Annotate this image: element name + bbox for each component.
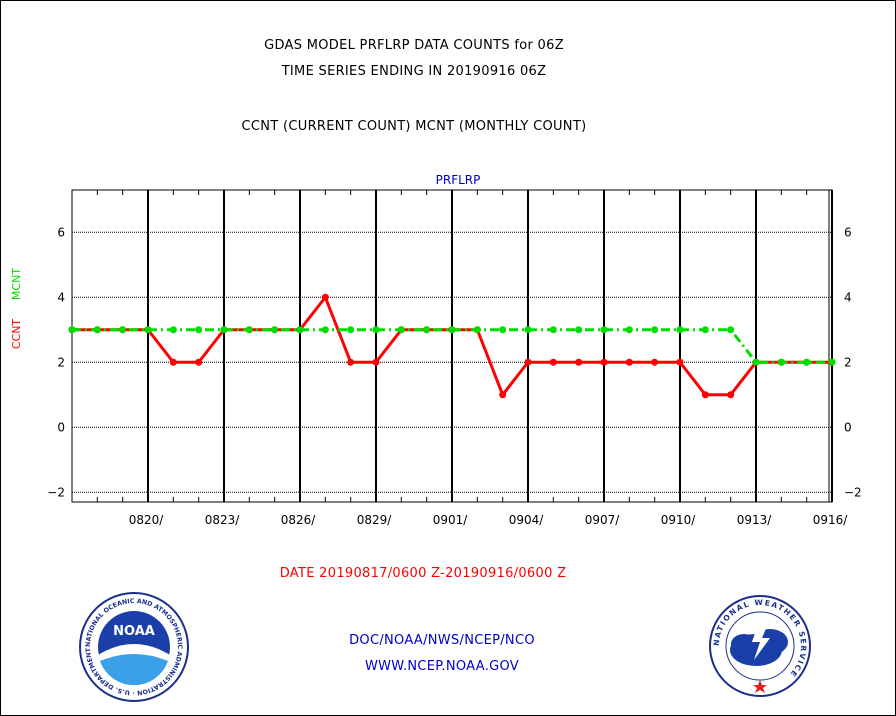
chart-title: PRFLRP [436,173,481,187]
y-tick-label-right: 0 [844,420,852,434]
chart-header-line2: TIME SERIES ENDING IN 20190916 06Z [281,64,547,79]
data-point-mcnt [575,326,583,334]
data-point-mcnt [195,326,203,334]
data-point-mcnt [499,326,507,334]
data-point-mcnt [68,326,76,334]
data-point-ccnt [549,358,557,366]
data-point-ccnt [651,358,659,366]
data-point-mcnt [701,326,709,334]
data-point-ccnt [625,358,633,366]
data-point-mcnt [803,358,811,366]
data-point-mcnt [93,326,101,334]
data-point-mcnt [296,326,304,334]
data-point-mcnt [625,326,633,334]
data-point-mcnt [473,326,481,334]
y-tick-label-left: 4 [57,290,65,304]
data-point-ccnt [600,358,608,366]
data-point-mcnt [676,326,684,334]
org-label: DOC/NOAA/NWS/NCEP/NCO [349,633,535,648]
data-point-ccnt [321,293,329,301]
y-tick-label-right: −2 [844,485,862,499]
data-point-mcnt [600,326,608,334]
data-point-mcnt [169,326,177,334]
data-point-ccnt [701,391,709,399]
data-point-mcnt [397,326,405,334]
x-tick-label: 0907/ [585,513,621,527]
date-range-label: DATE 20190817/0600 Z-20190916/0600 Z [279,566,567,581]
x-tick-label: 0823/ [205,513,241,527]
data-point-ccnt [727,391,735,399]
data-point-mcnt [727,326,735,334]
chart-header-line1: GDAS MODEL PRFLRP DATA COUNTS for 06Z [264,38,564,53]
data-point-ccnt [575,358,583,366]
x-tick-label: 0820/ [129,513,165,527]
x-tick-label: 0904/ [509,513,545,527]
data-point-mcnt [423,326,431,334]
data-point-ccnt [195,358,203,366]
nws-logo: NATIONAL WEATHER SERVICE [709,595,811,697]
url-link[interactable]: WWW.NCEP.NOAA.GOV [364,659,520,674]
y-tick-label-left: −2 [47,485,65,499]
x-tick-label: 0829/ [357,513,393,527]
x-tick-label: 0913/ [737,513,773,527]
chart-header-line3: CCNT (CURRENT COUNT) MCNT (MONTHLY COUNT… [241,119,587,134]
data-point-mcnt [752,358,760,366]
y-axis-label-mcnt: MCNT [10,268,23,300]
y-tick-label-left: 6 [57,225,65,239]
data-point-mcnt [524,326,532,334]
y-tick-label-left: 0 [57,420,65,434]
y-tick-label-right: 6 [844,225,852,239]
x-tick-label: 0826/ [281,513,317,527]
data-point-ccnt [524,358,532,366]
data-point-mcnt [651,326,659,334]
data-point-mcnt [372,326,380,334]
data-point-ccnt [372,358,380,366]
data-point-mcnt [448,326,456,334]
data-point-ccnt [499,391,507,399]
data-point-mcnt [245,326,253,334]
data-point-mcnt [220,326,228,334]
data-point-ccnt [676,358,684,366]
noaa-logo-text: NOAA [113,624,155,639]
x-tick-label: 0901/ [433,513,469,527]
data-point-ccnt [347,358,355,366]
y-tick-label-right: 4 [844,290,852,304]
x-tick-label: 0916/ [813,513,849,527]
data-point-mcnt [828,358,836,366]
y-tick-label-right: 2 [844,355,852,369]
data-point-ccnt [169,358,177,366]
data-point-mcnt [777,358,785,366]
y-axis-label-ccnt: CCNT [10,319,23,350]
x-tick-label: 0910/ [661,513,697,527]
y-tick-label-left: 2 [57,355,65,369]
data-point-mcnt [119,326,127,334]
noaa-logo: NOAA NATIONAL OCEANIC AND ATMOSPHERIC AD… [78,591,189,702]
data-point-mcnt [144,326,152,334]
data-point-mcnt [321,326,329,334]
data-point-mcnt [271,326,279,334]
data-point-mcnt [549,326,557,334]
data-point-mcnt [347,326,355,334]
